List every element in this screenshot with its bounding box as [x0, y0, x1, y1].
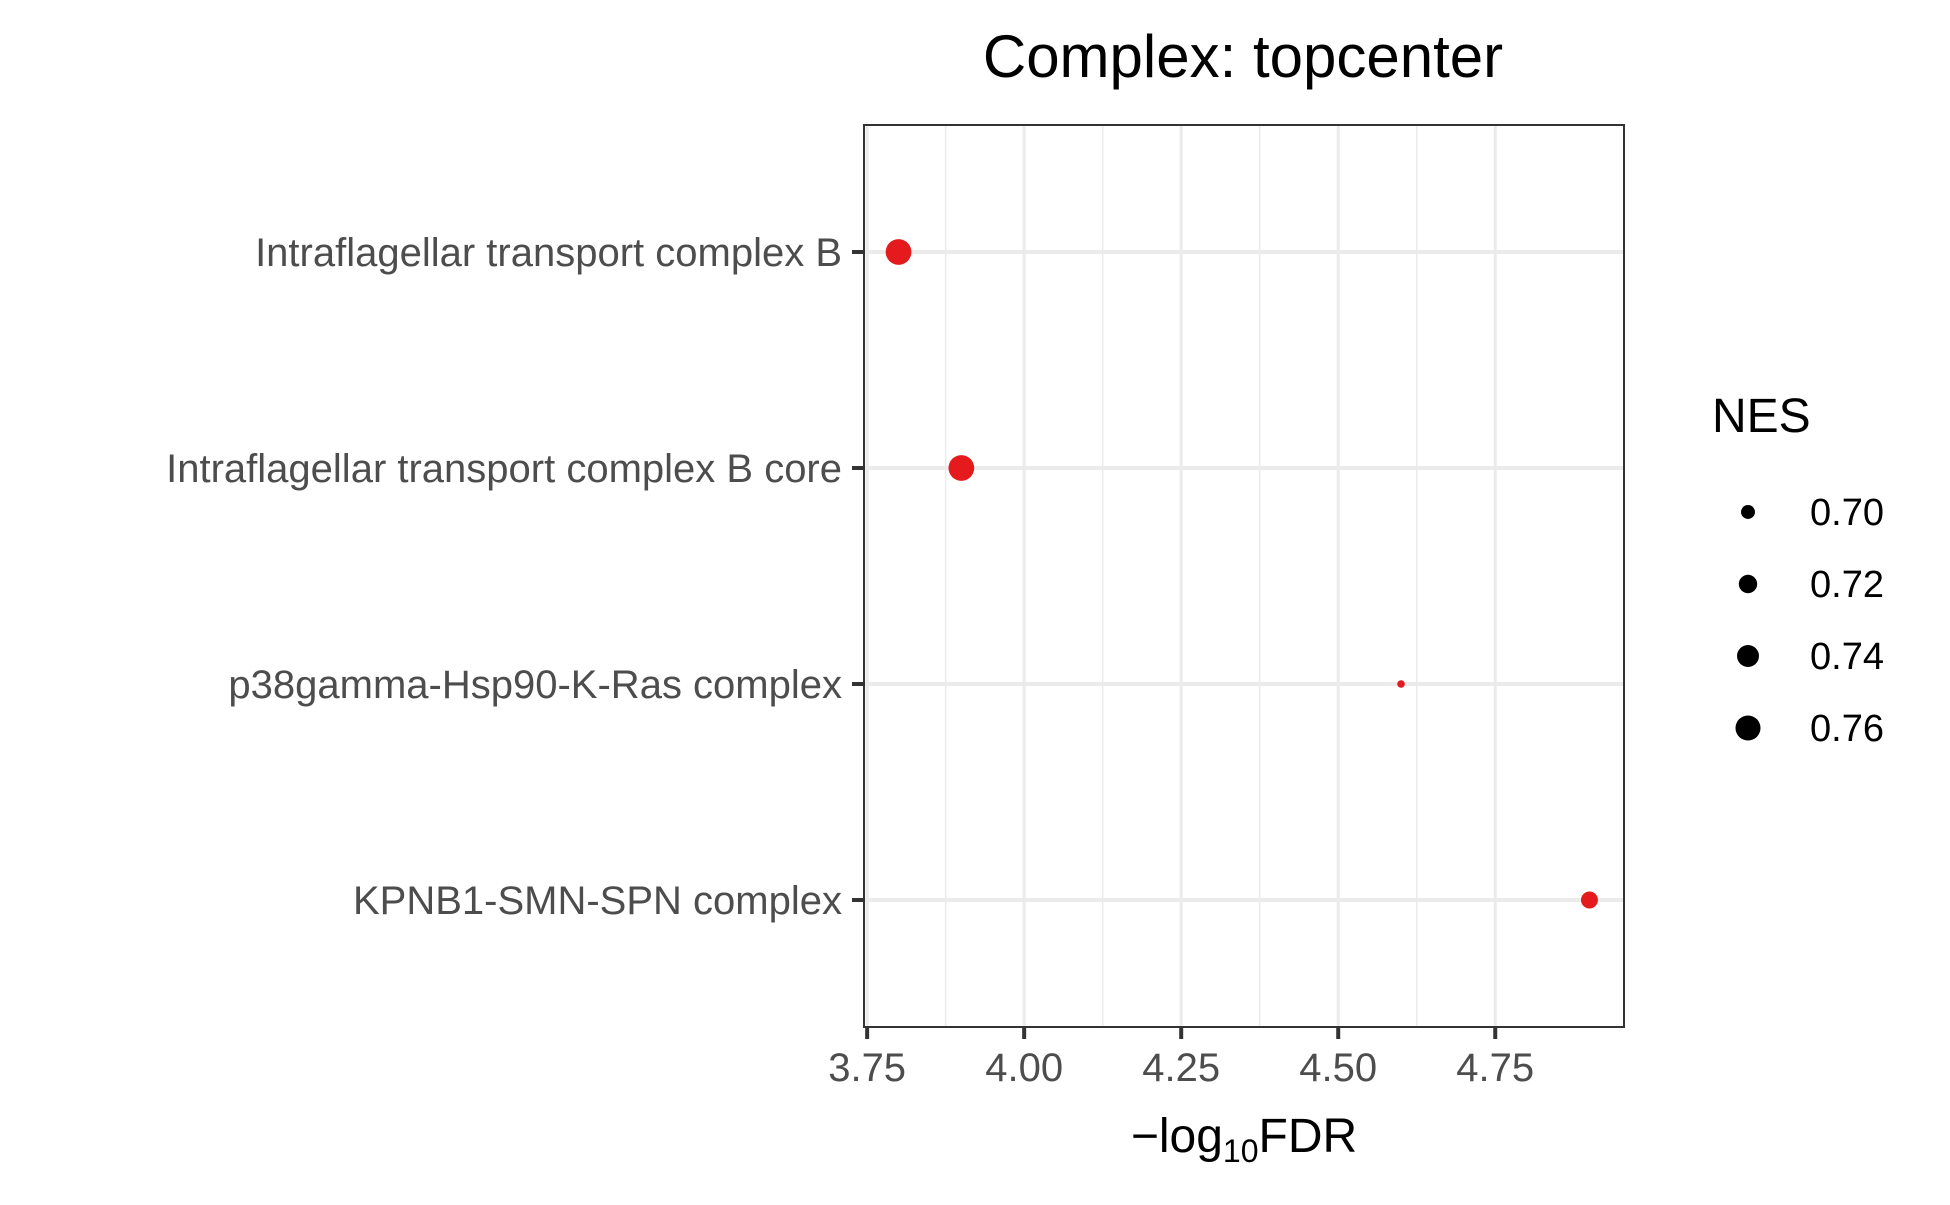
chart-title: Complex: topcenter [983, 23, 1503, 90]
legend-label: 0.76 [1810, 708, 1884, 750]
legend-label: 0.70 [1810, 492, 1884, 534]
data-point [1397, 680, 1405, 688]
y-axis: Intraflagellar transport complex B Intraf… [166, 231, 864, 923]
x-tick-label: 4.50 [1299, 1046, 1377, 1090]
legend-label: 0.72 [1810, 564, 1884, 606]
y-tick-label: p38gamma-Hsp90-K-Ras complex [228, 663, 842, 707]
x-axis-title-suffix: FDR [1259, 1110, 1358, 1163]
plot-panel-background [864, 125, 1624, 1027]
legend-title: NES [1712, 390, 1811, 443]
plot-panel-border [863, 124, 1625, 1028]
data-point [1580, 891, 1598, 909]
nes-legend: NES 0.70 0.72 0.74 0.76 [1712, 390, 1884, 750]
x-tick-label: 3.75 [828, 1046, 906, 1090]
x-axis: 3.75 4.00 4.25 4.50 4.75 [828, 1027, 1534, 1090]
points-layer [885, 239, 1598, 909]
legend-key [1737, 645, 1759, 667]
data-point [885, 239, 912, 265]
x-axis-title-subscript: 10 [1223, 1133, 1259, 1169]
y-tick-label: KPNB1-SMN-SPN complex [353, 879, 842, 923]
x-tick-label: 4.25 [1142, 1046, 1220, 1090]
y-tick-label: Intraflagellar transport complex B core [166, 447, 842, 491]
legend-label: 0.74 [1810, 636, 1884, 678]
legend-key [1741, 505, 1755, 519]
grid-layer [864, 125, 1624, 1027]
x-tick-label: 4.00 [985, 1046, 1063, 1090]
x-axis-title-prefix: −log [1131, 1110, 1223, 1163]
x-axis-title: −log10FDR [1131, 1110, 1357, 1169]
x-tick-label: 4.75 [1456, 1046, 1534, 1090]
y-tick-label: Intraflagellar transport complex B [255, 231, 842, 275]
data-point [948, 455, 975, 481]
legend-key [1735, 715, 1761, 741]
legend-key [1738, 574, 1758, 594]
